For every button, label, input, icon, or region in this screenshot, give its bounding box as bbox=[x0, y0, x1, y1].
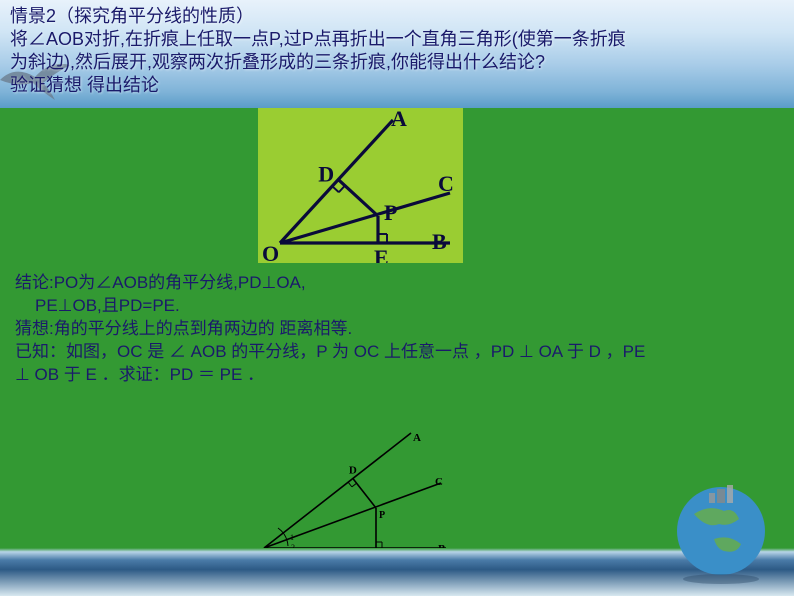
conclusion-text: 结论:PO为∠AOB的角平分线,PD⊥OA, PE⊥OB,且PD=PE. 猜想:… bbox=[15, 272, 645, 387]
svg-text:D: D bbox=[349, 464, 357, 476]
conjecture-line: 猜想:角的平分线上的点到角两边的 距离相等. bbox=[15, 318, 645, 341]
given-line-1: 已知：如图，OC 是 ∠ AOB 的平分线，P 为 OC 上任意一点 ，PD ⊥… bbox=[15, 341, 645, 364]
scenario-heading: 情景2（探究角平分线的性质） bbox=[10, 5, 254, 28]
svg-text:B: B bbox=[432, 229, 447, 254]
instruction-line-1: 将∠AOB对折,在折痕上任取一点P,过P点再折出一个直角三角形(使第一条折痕 bbox=[10, 28, 626, 51]
svg-text:C: C bbox=[435, 476, 443, 488]
angle-bisector-diagram-bottom: ABCDEOP12 bbox=[246, 423, 466, 568]
instruction-line-3: 验证猜想 得出结论 bbox=[10, 74, 159, 97]
angle-bisector-diagram-top: A B C D E O P bbox=[258, 108, 463, 263]
svg-text:D: D bbox=[318, 162, 334, 187]
conclusion-line-2: PE⊥OB,且PD=PE. bbox=[15, 295, 645, 318]
given-line-2: ⊥ OB 于 E ．求证：PD ＝ PE ． bbox=[15, 364, 645, 387]
globe-decoration bbox=[669, 479, 774, 584]
svg-text:O: O bbox=[262, 241, 279, 263]
svg-text:P: P bbox=[379, 510, 385, 521]
svg-text:E: E bbox=[374, 245, 389, 263]
svg-text:1: 1 bbox=[290, 533, 294, 542]
svg-text:P: P bbox=[384, 200, 397, 225]
instruction-line-2: 为斜边),然后展开,观察两次折叠形成的三条折痕,你能得出什么结论? bbox=[10, 51, 545, 74]
conclusion-line-1: 结论:PO为∠AOB的角平分线,PD⊥OA, bbox=[15, 272, 645, 295]
svg-text:A: A bbox=[391, 108, 407, 131]
svg-text:A: A bbox=[413, 432, 421, 444]
svg-text:C: C bbox=[438, 171, 454, 196]
